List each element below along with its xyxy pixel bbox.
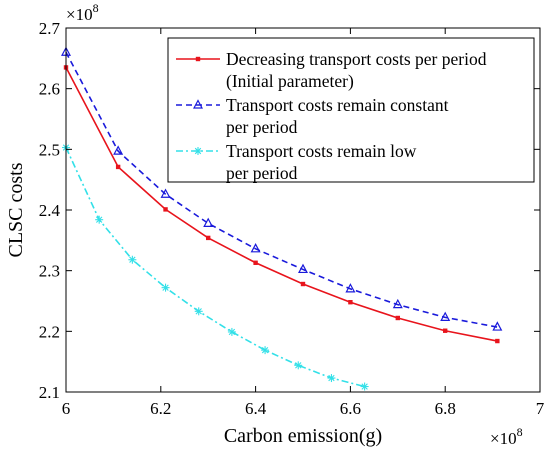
y-tick-label: 2.6: [39, 80, 60, 99]
data-point: [250, 243, 261, 253]
legend-label: Transport costs remain low: [226, 141, 417, 161]
data-point: [345, 283, 356, 293]
y-axis-multiplier-exponent: 8: [93, 1, 99, 15]
legend-entry: Transport costs remain low per period: [176, 141, 417, 183]
data-point: [128, 255, 137, 264]
data-point: [395, 315, 400, 321]
series-2: [61, 46, 503, 331]
x-tick-label: 6.4: [245, 399, 267, 418]
data-point: [495, 338, 500, 344]
y-tick-label: 2.4: [39, 201, 61, 220]
legend-label: Transport costs remain constant: [226, 95, 449, 115]
x-axis-multiplier-exponent: 8: [517, 425, 523, 439]
x-axis-multiplier: ×108: [490, 425, 523, 448]
x-tick-label: 6.2: [150, 399, 171, 418]
data-point: [113, 145, 124, 155]
x-tick-label: 6.8: [435, 399, 456, 418]
data-point: [294, 361, 303, 370]
data-point: [440, 311, 451, 321]
series-layer: [61, 46, 503, 391]
data-point: [163, 207, 168, 212]
x-axis-label: Carbon emission(g): [224, 425, 382, 447]
y-tick-label: 2.7: [39, 19, 61, 38]
series-3: [62, 143, 369, 391]
data-point: [160, 188, 171, 198]
series-line: [65, 147, 365, 388]
x-axis-multiplier-base: ×10: [490, 429, 517, 448]
data-point: [253, 260, 258, 265]
data-point: [261, 346, 270, 355]
data-point: [194, 307, 203, 316]
data-point: [327, 374, 336, 383]
legend-label: per period: [226, 163, 298, 183]
data-point: [348, 300, 353, 305]
ticks-layer: 6 6.2 6.4 6.6 6.8 7 2.1 2.2 2.3 2.4 2.5 2.6 2.7: [39, 19, 545, 418]
legend-label: per period: [226, 117, 298, 137]
legend-label: (Initial parameter): [226, 71, 354, 91]
y-tick-label: 2.1: [39, 383, 60, 402]
legend: Decreasing transport costs per period(In…: [167, 37, 535, 183]
data-point: [227, 327, 236, 336]
data-point: [206, 235, 211, 241]
data-point: [443, 328, 448, 333]
legend-entry: Decreasing transport costs per period(In…: [176, 49, 487, 91]
series-line: [65, 51, 498, 328]
data-point: [161, 283, 170, 292]
data-point: [300, 281, 306, 287]
data-point: [298, 263, 308, 274]
data-point: [115, 164, 121, 170]
y-axis-label: CLSC costs: [5, 162, 27, 257]
legend-box: [167, 37, 535, 183]
series-line: [65, 67, 498, 342]
legend-swatch-marker: [195, 56, 201, 62]
y-axis-multiplier: ×108: [66, 1, 99, 24]
y-axis-multiplier-base: ×10: [66, 5, 93, 24]
x-tick-label: 6: [62, 399, 71, 418]
data-point: [95, 215, 104, 224]
y-tick-label: 2.5: [39, 140, 60, 159]
y-tick-label: 2.2: [39, 322, 60, 341]
legend-label: Decreasing transport costs per period: [226, 49, 487, 69]
data-point: [392, 298, 403, 309]
data-point: [203, 217, 214, 227]
data-point: [360, 382, 369, 391]
x-tick-label: 6.6: [340, 399, 361, 418]
legend-swatch-marker: [193, 99, 203, 109]
y-tick-label: 2.3: [39, 262, 60, 281]
data-point: [492, 321, 503, 331]
x-tick-label: 7: [536, 399, 545, 418]
legend-swatch-marker: [194, 147, 202, 155]
